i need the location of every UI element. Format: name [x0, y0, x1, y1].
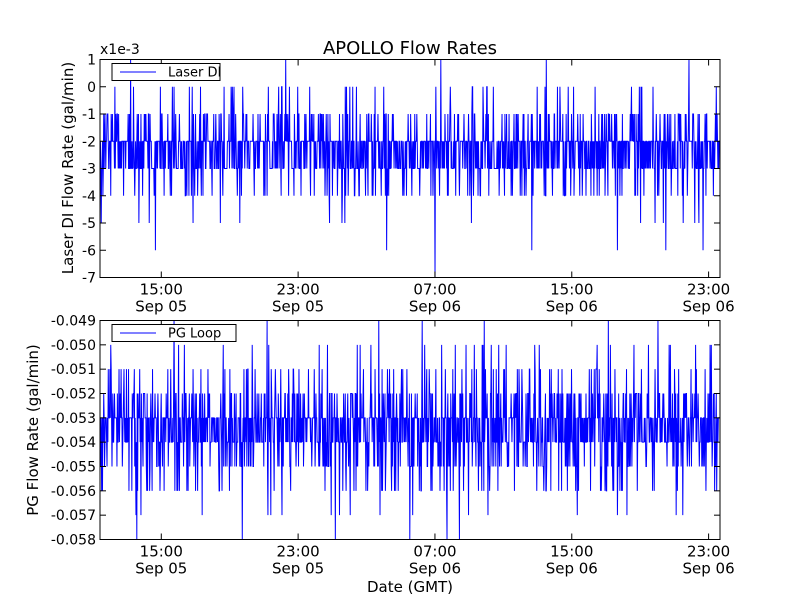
y-tick-label: -1	[82, 107, 96, 123]
pg-loop-panel: PG Flow Rate (gal/min) -0.049 -0.050 -0.05…	[24, 314, 735, 578]
pg-loop-y-axis-label: PG Flow Rate (gal/min)	[24, 344, 42, 516]
x-tick-label-date: Sep 06	[409, 560, 461, 578]
x-axis-label: Date (GMT)	[367, 578, 453, 596]
x-tick-label-time: 23:00	[687, 543, 730, 561]
x-tick-label-date: Sep 05	[272, 298, 324, 316]
y-tick-label: -0.055	[51, 460, 96, 476]
x-tick-label-time: 23:00	[276, 281, 319, 299]
y-tick-label: -0.049	[51, 314, 96, 330]
legend-label: Laser DI	[168, 66, 221, 81]
x-tick-label-time: 07:00	[413, 281, 456, 299]
x-tick-label-date: Sep 05	[135, 560, 187, 578]
y-tick-label: -0.053	[51, 411, 96, 427]
laser-di-series-line	[100, 59, 720, 278]
x-tick-label-date: Sep 06	[546, 298, 598, 316]
y-tick-label: 1	[87, 53, 96, 69]
x-tick-label-time: 15:00	[140, 543, 183, 561]
plot-frame-overlay	[99, 59, 721, 278]
x-tick-label-time: 15:00	[140, 281, 183, 299]
y-tick-label: -0.054	[51, 435, 96, 451]
y-tick-label: -0.058	[51, 533, 96, 549]
x-tick-label-date: Sep 06	[683, 560, 735, 578]
pg-loop-series-line	[100, 320, 720, 540]
plot-frame-overlay	[99, 320, 721, 540]
laser-di-y-axis-label: Laser DI Flow Rate (gal/min)	[59, 62, 77, 274]
legend-box	[111, 63, 221, 81]
y-tick-label: -0.057	[51, 508, 96, 524]
x-tick-label-date: Sep 05	[272, 560, 324, 578]
y-tick-label: -4	[82, 189, 96, 205]
x-tick-label-time: 07:00	[413, 543, 456, 561]
y-tick-label: -3	[82, 162, 96, 178]
y-tick-label: -0.056	[51, 484, 96, 500]
y-tick-label: -0.051	[51, 362, 96, 378]
x-tick-label-date: Sep 06	[546, 560, 598, 578]
legend-label: PG Loop	[168, 327, 221, 342]
x-tick-label-time: 15:00	[550, 281, 593, 299]
x-tick-label-date: Sep 06	[409, 298, 461, 316]
y-tick-label: -0.052	[51, 387, 96, 403]
y-tick-label: -6	[82, 243, 96, 259]
y-tick-label: -7	[82, 271, 96, 287]
legend-box	[111, 324, 237, 342]
x-tick-label-time: 23:00	[276, 543, 319, 561]
x-tick-label-date: Sep 05	[135, 298, 187, 316]
x-tick-label-date: Sep 06	[683, 298, 735, 316]
y-tick-label: 0	[87, 80, 96, 96]
x-tick-label-time: 23:00	[687, 281, 730, 299]
x-tick-label-time: 15:00	[550, 543, 593, 561]
y-tick-label: -2	[82, 134, 96, 150]
pg-loop-legend: PG Loop	[111, 324, 237, 342]
y-tick-label: -5	[82, 216, 96, 232]
y-tick-label: -0.050	[51, 338, 96, 354]
chart-title: APOLLO Flow Rates	[323, 38, 497, 59]
laser-di-panel: x1e-3 Laser DI Flow Rate (gal/min) 1 0 -1 -…	[59, 42, 735, 316]
laser-di-legend: Laser DI	[111, 63, 221, 81]
laser-di-y-multiplier: x1e-3	[100, 42, 140, 58]
